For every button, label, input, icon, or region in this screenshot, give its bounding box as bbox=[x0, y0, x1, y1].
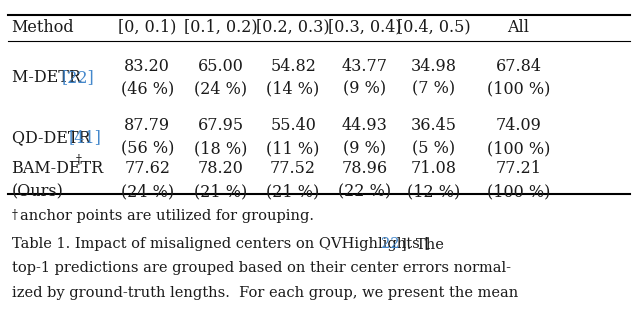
Text: 65.00: 65.00 bbox=[198, 58, 244, 75]
Text: (100 %): (100 %) bbox=[486, 140, 550, 158]
Text: (11 %): (11 %) bbox=[266, 140, 320, 158]
Text: 83.20: 83.20 bbox=[124, 58, 170, 75]
Text: anchor points are utilized for grouping.: anchor points are utilized for grouping. bbox=[20, 209, 314, 222]
Text: [41]: [41] bbox=[69, 129, 102, 146]
Text: [22]: [22] bbox=[61, 69, 94, 86]
Text: 87.79: 87.79 bbox=[124, 117, 170, 134]
Text: Table 1. Impact of misaligned centers on QVHighlights [: Table 1. Impact of misaligned centers on… bbox=[12, 237, 429, 251]
Text: Method: Method bbox=[12, 19, 74, 36]
Text: (7 %): (7 %) bbox=[412, 81, 456, 98]
Text: (14 %): (14 %) bbox=[266, 81, 320, 98]
Text: 22: 22 bbox=[381, 237, 400, 251]
Text: All: All bbox=[508, 19, 529, 36]
Text: BAM-DETR: BAM-DETR bbox=[12, 160, 104, 177]
Text: [0.3, 0.4): [0.3, 0.4) bbox=[328, 19, 402, 36]
Text: top-1 predictions are grouped based on their center errors normal-: top-1 predictions are grouped based on t… bbox=[12, 261, 511, 275]
Text: M-DETR: M-DETR bbox=[12, 69, 86, 86]
Text: (18 %): (18 %) bbox=[194, 140, 248, 158]
Text: 77.21: 77.21 bbox=[495, 160, 541, 177]
Text: 78.96: 78.96 bbox=[342, 160, 388, 177]
Text: 36.45: 36.45 bbox=[411, 117, 457, 134]
Text: (12 %): (12 %) bbox=[407, 183, 461, 201]
Text: 67.95: 67.95 bbox=[198, 117, 244, 134]
Text: 43.77: 43.77 bbox=[342, 58, 388, 75]
Text: (56 %): (56 %) bbox=[120, 140, 174, 158]
Text: 44.93: 44.93 bbox=[342, 117, 388, 134]
Text: ized by ground-truth lengths.  For each group, we present the mean: ized by ground-truth lengths. For each g… bbox=[12, 286, 518, 300]
Text: [0.1, 0.2): [0.1, 0.2) bbox=[184, 19, 258, 36]
Text: (21 %): (21 %) bbox=[194, 183, 248, 201]
Text: 54.82: 54.82 bbox=[270, 58, 316, 75]
Text: (100 %): (100 %) bbox=[486, 81, 550, 98]
Text: ]. The: ]. The bbox=[401, 237, 444, 251]
Text: [0.2, 0.3): [0.2, 0.3) bbox=[256, 19, 330, 36]
Text: (46 %): (46 %) bbox=[120, 81, 174, 98]
Text: QD-DETR: QD-DETR bbox=[12, 129, 95, 146]
Text: 67.84: 67.84 bbox=[495, 58, 541, 75]
Text: [0, 0.1): [0, 0.1) bbox=[118, 19, 177, 36]
Text: (9 %): (9 %) bbox=[343, 81, 387, 98]
Text: 74.09: 74.09 bbox=[495, 117, 541, 134]
Text: 77.52: 77.52 bbox=[270, 160, 316, 177]
Text: 34.98: 34.98 bbox=[411, 58, 457, 75]
Text: (22 %): (22 %) bbox=[338, 183, 392, 201]
Text: (9 %): (9 %) bbox=[343, 140, 387, 158]
Text: 78.20: 78.20 bbox=[198, 160, 244, 177]
Text: (5 %): (5 %) bbox=[412, 140, 456, 158]
Text: (100 %): (100 %) bbox=[486, 183, 550, 201]
Text: [0.4, 0.5): [0.4, 0.5) bbox=[397, 19, 471, 36]
Text: 55.40: 55.40 bbox=[270, 117, 316, 134]
Text: (Ours): (Ours) bbox=[12, 183, 63, 201]
Text: †: † bbox=[12, 209, 17, 221]
Text: †: † bbox=[76, 154, 81, 167]
Text: (24 %): (24 %) bbox=[194, 81, 248, 98]
Text: 71.08: 71.08 bbox=[411, 160, 457, 177]
Text: (21 %): (21 %) bbox=[266, 183, 320, 201]
Text: (24 %): (24 %) bbox=[120, 183, 174, 201]
Text: 77.62: 77.62 bbox=[124, 160, 170, 177]
